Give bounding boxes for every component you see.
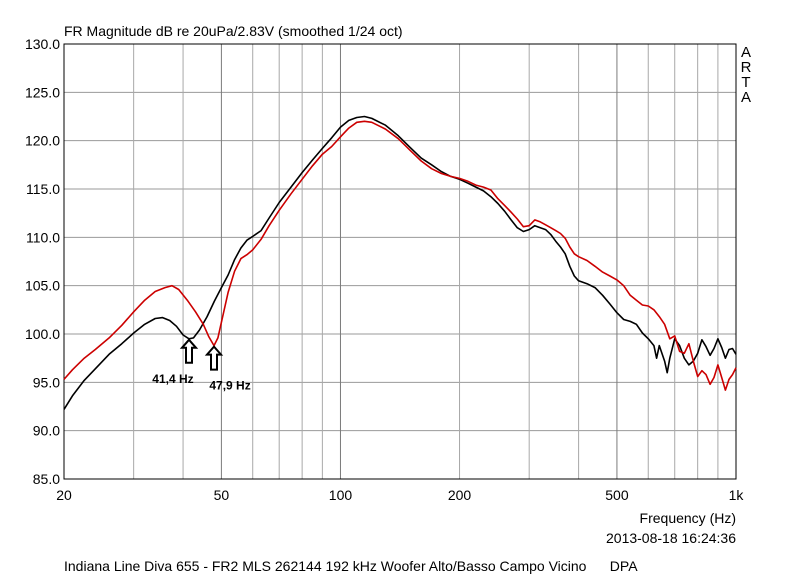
- y-tick-label: 100.0: [25, 326, 60, 342]
- measurement-footer: Indiana Line Diva 655 - FR2 MLS 262144 1…: [64, 558, 638, 574]
- x-tick-label: 50: [214, 487, 230, 503]
- brand-letter: T: [741, 74, 750, 91]
- series-line-2: [63, 120, 737, 391]
- y-tick-label: 115.0: [26, 181, 60, 197]
- plot-grid: [63, 43, 737, 480]
- y-tick-label: 90.0: [33, 423, 60, 439]
- y-tick-label: 95.0: [33, 374, 60, 390]
- x-tick-label: 1k: [729, 487, 745, 503]
- x-axis-tick-labels: 20 50 100 200 500 1k: [56, 487, 744, 503]
- x-tick-label: 20: [56, 487, 72, 503]
- data-series: [63, 115, 737, 410]
- y-tick-label: 105.0: [25, 278, 60, 294]
- annotation-arrow-1: [179, 338, 199, 364]
- annotation-arrow-2: [204, 345, 224, 371]
- series-line-1: [63, 115, 737, 410]
- plot-frame: [63, 43, 737, 480]
- brand-letter: A: [741, 44, 751, 61]
- y-tick-label: 120.0: [25, 133, 60, 149]
- annotations: 41,4 Hz 47,9 Hz: [152, 338, 251, 393]
- annotation-label-1: 41,4 Hz: [152, 372, 193, 386]
- y-tick-label: 85.0: [33, 471, 60, 487]
- y-tick-label: 110.0: [26, 229, 60, 245]
- x-tick-label: 500: [605, 487, 629, 503]
- y-tick-label: 125.0: [25, 84, 60, 100]
- x-axis-label: Frequency (Hz): [640, 510, 736, 526]
- measurement-timestamp: 2013-08-18 16:24:36: [606, 530, 736, 546]
- chart-title: FR Magnitude dB re 20uPa/2.83V (smoothed…: [64, 23, 403, 39]
- annotation-label-2: 47,9 Hz: [209, 379, 250, 393]
- brand-letter: R: [741, 59, 752, 76]
- x-tick-label: 100: [329, 487, 353, 503]
- y-axis-tick-labels: 85.0 90.0 95.0 100.0 105.0 110.0 115.0 120.0 125…: [25, 36, 60, 487]
- x-tick-label: 200: [448, 487, 472, 503]
- brand-letter: A: [741, 89, 751, 106]
- y-tick-label: 130.0: [25, 36, 60, 52]
